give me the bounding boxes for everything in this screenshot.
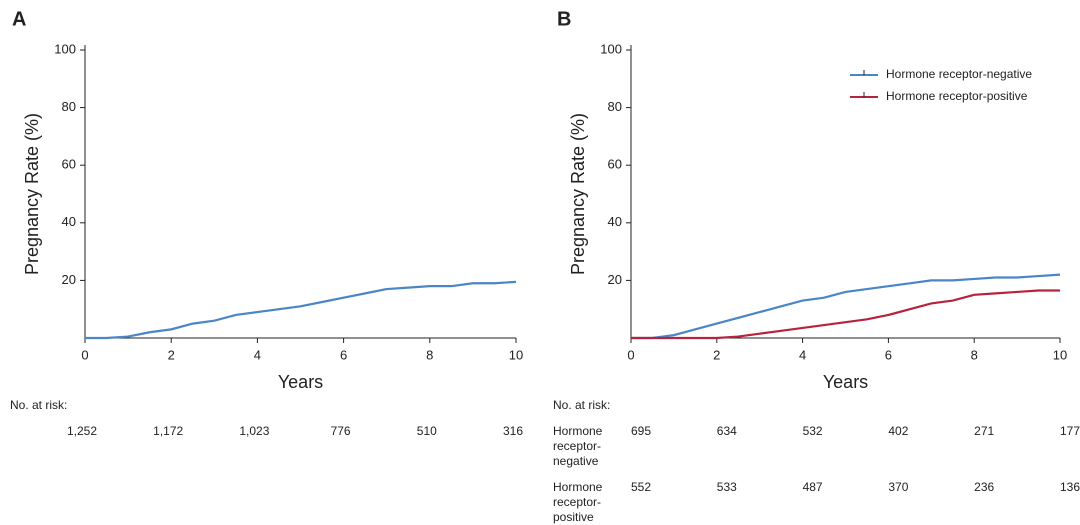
risk-value: 1,252: [66, 424, 98, 438]
x-tick-label: 4: [254, 347, 261, 362]
risk-value: 1,172: [153, 424, 184, 438]
legend-label: Hormone receptor-positive: [886, 89, 1028, 103]
risk-value: 634: [716, 424, 737, 438]
series-line: [631, 273, 1061, 340]
x-tick-label: 6: [340, 347, 347, 362]
x-tick-label: 0: [81, 347, 88, 362]
risk-value: 533: [716, 480, 737, 494]
series-line: [85, 280, 517, 340]
panel-label: B: [557, 8, 571, 30]
risk-value: 532: [802, 424, 823, 438]
x-tick-label: 2: [713, 347, 720, 362]
risk-table-title: No. at risk:: [553, 398, 611, 412]
risk-value: 487: [802, 480, 823, 494]
risk-value: 552: [630, 480, 652, 494]
risk-value: 510: [416, 424, 437, 438]
y-tick-label: 60: [62, 157, 76, 172]
risk-table-title: No. at risk:: [10, 398, 68, 412]
y-tick-label: 20: [62, 272, 76, 287]
risk-value: 776: [330, 424, 351, 438]
y-tick-label: 60: [608, 157, 622, 172]
x-tick-label: 4: [799, 347, 806, 362]
risk-row-name: Hormone receptor-negative: [553, 424, 603, 468]
x-tick-label: 6: [885, 347, 892, 362]
y-axis-label: Pregnancy Rate (%): [568, 113, 588, 275]
risk-value: 177: [1059, 424, 1080, 438]
legend-label: Hormone receptor-negative: [886, 67, 1032, 81]
x-axis-label: Years: [278, 372, 323, 392]
y-tick-label: 100: [600, 41, 622, 56]
y-axis-label: Pregnancy Rate (%): [22, 113, 42, 275]
x-tick-label: 10: [1053, 347, 1067, 362]
x-tick-label: 8: [971, 347, 978, 362]
risk-value: 1,023: [239, 424, 270, 438]
y-tick-label: 80: [62, 99, 76, 114]
risk-value: 271: [974, 424, 995, 438]
x-axis-label: Years: [823, 372, 868, 392]
risk-value: 370: [888, 480, 909, 494]
risk-value: 316: [502, 424, 524, 438]
y-tick-label: 80: [608, 99, 622, 114]
x-tick-label: 8: [426, 347, 433, 362]
y-tick-label: 20: [608, 272, 622, 287]
x-tick-label: 2: [168, 347, 175, 362]
risk-value: 136: [1059, 480, 1080, 494]
y-tick-label: 100: [54, 41, 76, 56]
x-tick-label: 0: [627, 347, 634, 362]
panel-label: A: [12, 8, 26, 30]
risk-value: 402: [888, 424, 909, 438]
y-tick-label: 40: [608, 214, 622, 229]
risk-value: 695: [630, 424, 652, 438]
x-tick-label: 10: [509, 347, 523, 362]
risk-value: 236: [974, 480, 995, 494]
risk-row-name: Hormone receptor-positive: [553, 480, 603, 524]
series-line: [631, 289, 1060, 340]
y-tick-label: 40: [62, 214, 76, 229]
